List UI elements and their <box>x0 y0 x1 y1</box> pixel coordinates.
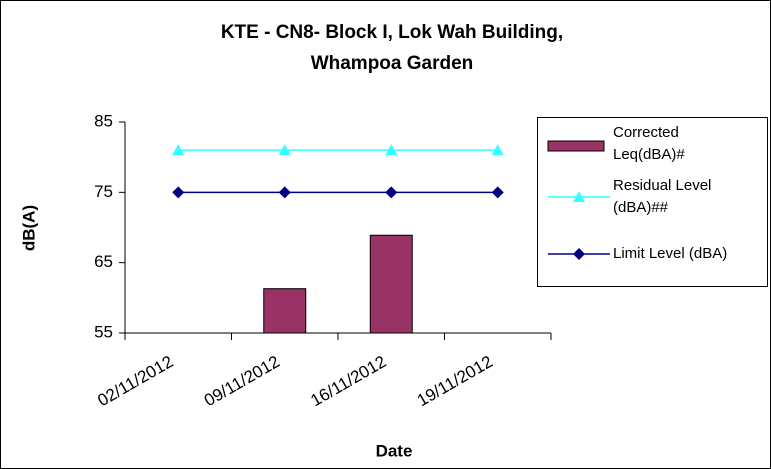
marker <box>573 248 585 260</box>
marker <box>491 144 504 156</box>
y-tick-label: 85 <box>94 111 113 130</box>
chart-title: KTE - CN8- Block I, Lok Wah Building, <box>221 22 563 43</box>
marker <box>172 186 185 199</box>
bar <box>263 288 307 334</box>
chart-title: Whampoa Garden <box>311 53 474 74</box>
y-axis-label: dB(A) <box>19 205 38 251</box>
marker <box>278 186 291 199</box>
y-tick-label: 75 <box>94 182 113 201</box>
marker <box>385 144 398 156</box>
legend-swatch <box>547 140 605 152</box>
x-axis-label: Date <box>376 441 413 460</box>
legend-label: Residual Level (dBA)## <box>613 177 712 216</box>
marker <box>278 144 291 156</box>
marker <box>573 191 585 202</box>
marker <box>385 186 398 199</box>
marker <box>172 144 185 156</box>
legend-label: Limit Level (dBA) <box>613 245 728 262</box>
bar <box>369 234 413 334</box>
marker <box>491 186 504 199</box>
y-tick-label: 55 <box>94 322 113 341</box>
y-tick-label: 65 <box>94 252 113 271</box>
legend-label: Corrected Leq(dBA)# <box>613 124 685 163</box>
